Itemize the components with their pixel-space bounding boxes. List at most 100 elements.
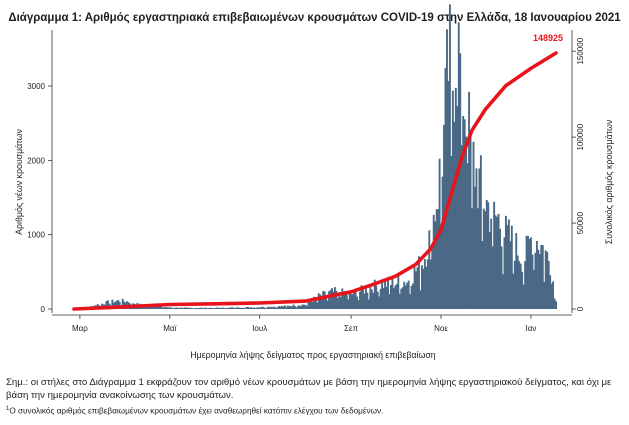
daily-bar <box>196 308 199 309</box>
daily-bar <box>230 307 233 309</box>
daily-bar <box>342 292 345 309</box>
daily-bar <box>292 304 295 309</box>
daily-bar <box>381 281 384 309</box>
daily-bar <box>325 294 328 309</box>
daily-bar <box>227 307 230 309</box>
daily-bar <box>537 249 540 309</box>
daily-bar <box>207 307 210 309</box>
daily-bar <box>354 290 357 309</box>
daily-bar <box>201 307 204 309</box>
daily-bar <box>437 209 440 309</box>
daily-bar <box>481 241 484 309</box>
y-left-tick-label: 0 <box>41 305 46 314</box>
daily-bar <box>266 307 269 309</box>
y-left-tick-label: 1000 <box>27 231 45 240</box>
daily-bar <box>453 121 456 309</box>
daily-bar <box>115 300 118 309</box>
daily-bar <box>220 308 223 309</box>
daily-bar <box>105 300 108 309</box>
daily-bar <box>444 67 447 309</box>
x-axis-title: Ημερομηνία λήψης δείγματος προς εργαστηρ… <box>190 350 435 360</box>
daily-bar <box>522 284 525 309</box>
daily-bar <box>251 307 254 309</box>
daily-bar <box>509 241 512 309</box>
daily-bar <box>152 306 155 309</box>
daily-bar <box>307 301 310 309</box>
daily-bar <box>528 238 531 309</box>
daily-bar <box>114 301 117 309</box>
y-right-tick-label: 50000 <box>576 211 585 234</box>
daily-bar <box>226 308 229 309</box>
daily-bar <box>485 199 488 309</box>
daily-bar <box>447 81 450 309</box>
daily-bar <box>195 307 198 309</box>
daily-bar <box>478 168 481 309</box>
daily-bar <box>532 270 535 309</box>
daily-bar <box>345 294 348 309</box>
daily-bar <box>535 240 538 309</box>
daily-bar <box>140 306 143 309</box>
daily-bar <box>285 307 288 309</box>
daily-bar <box>472 141 475 309</box>
y-right-tick-label: 100000 <box>576 123 585 150</box>
daily-bar <box>376 291 379 309</box>
daily-bar <box>323 291 326 309</box>
daily-bar <box>555 301 557 309</box>
daily-bar <box>272 307 274 309</box>
daily-bar <box>471 208 473 309</box>
footnote-text: Ο συνολικός αριθμός επιβεβαιωμένων κρουσ… <box>9 406 384 416</box>
daily-bar <box>419 290 422 309</box>
daily-bar <box>513 260 516 309</box>
footnote-mark: 1 <box>6 406 10 412</box>
daily-bar <box>515 233 518 309</box>
daily-bar <box>311 302 314 309</box>
daily-bar <box>474 186 476 309</box>
daily-bar <box>465 136 468 309</box>
y-left-tick-label: 3000 <box>27 82 45 91</box>
daily-bar <box>158 306 161 309</box>
daily-bar <box>304 304 307 309</box>
daily-bar <box>534 252 537 309</box>
daily-bar <box>356 296 359 309</box>
daily-bar <box>547 260 550 309</box>
daily-bar <box>469 133 472 309</box>
daily-bar <box>446 29 448 310</box>
daily-bar <box>157 306 160 309</box>
daily-bar <box>363 293 366 309</box>
daily-bar <box>479 155 482 309</box>
daily-bar <box>238 307 241 309</box>
daily-bar <box>329 290 332 309</box>
daily-bar <box>475 168 478 309</box>
daily-bar <box>328 291 330 309</box>
daily-bar <box>339 296 342 309</box>
daily-bar <box>454 87 457 309</box>
daily-bar <box>191 307 193 309</box>
daily-bar <box>216 307 218 309</box>
daily-bar <box>189 307 192 309</box>
daily-bar <box>372 293 375 309</box>
daily-bar <box>468 91 471 309</box>
daily-bar <box>448 4 451 309</box>
daily-bar <box>273 306 276 309</box>
daily-cases-bars <box>74 4 557 310</box>
daily-bar <box>210 307 213 309</box>
x-tick-label: Μαϊ <box>163 324 176 333</box>
daily-bar <box>550 283 553 309</box>
daily-bar <box>415 271 417 309</box>
x-tick-label: Μαρ <box>72 324 88 333</box>
chart-title: Διάγραμμα 1: Αριθμός εργαστηριακά επιβεβ… <box>8 12 621 24</box>
daily-bar <box>504 215 507 309</box>
daily-bar <box>387 277 389 309</box>
daily-bar <box>540 244 543 309</box>
daily-bar <box>510 225 513 309</box>
daily-bar <box>336 298 339 309</box>
daily-bar <box>344 291 347 309</box>
daily-bar <box>353 289 356 309</box>
daily-bar <box>185 307 188 309</box>
daily-bar <box>525 235 528 309</box>
daily-bar <box>182 308 185 309</box>
chart-axes: 0 1000 2000 3000 0 50000 100000 150000 Μαρ Μαϊ Ιου… <box>27 30 585 333</box>
daily-bar <box>160 306 162 309</box>
daily-bar <box>544 250 547 309</box>
daily-bar <box>186 307 189 309</box>
